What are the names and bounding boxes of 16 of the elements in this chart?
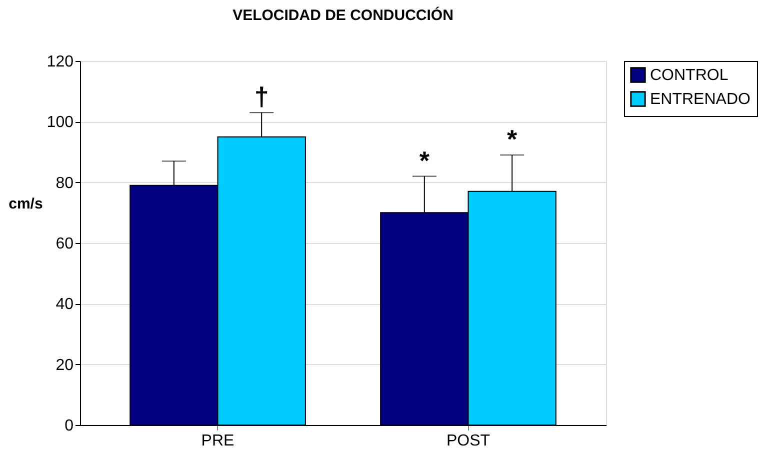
- x-tick-label: POST: [446, 432, 490, 450]
- y-tick-label: 80: [56, 174, 74, 192]
- y-axis-title: cm/s: [8, 196, 43, 212]
- y-tick-label: 20: [56, 356, 74, 374]
- y-tick-label: 100: [46, 114, 74, 132]
- annotation: †: [254, 82, 269, 112]
- legend-label: ENTRENADO: [650, 91, 750, 108]
- legend-label: CONTROL: [650, 67, 728, 84]
- chart-title: VELOCIDAD DE CONDUCCIÓN: [232, 6, 454, 24]
- y-tick-label: 60: [56, 236, 74, 252]
- annotation: *: [419, 145, 430, 176]
- y-tick-label: 0: [64, 418, 74, 434]
- x-tick-label: PRE: [201, 432, 234, 450]
- y-tick-label: 40: [56, 296, 74, 314]
- annotation: *: [507, 124, 518, 154]
- y-tick-label: 120: [46, 54, 74, 70]
